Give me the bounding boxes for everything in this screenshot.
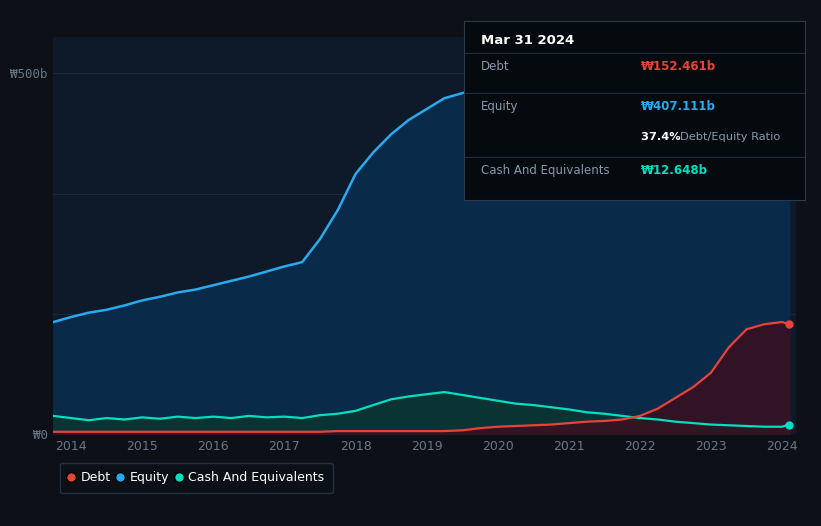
Text: Debt/Equity Ratio: Debt/Equity Ratio (681, 132, 781, 142)
Text: ₩407.111b: ₩407.111b (641, 100, 716, 113)
Text: Equity: Equity (481, 100, 518, 113)
Legend: Debt, Equity, Cash And Equivalents: Debt, Equity, Cash And Equivalents (60, 463, 333, 493)
Text: Debt: Debt (481, 60, 510, 74)
Text: ₩152.461b: ₩152.461b (641, 60, 716, 74)
Text: Mar 31 2024: Mar 31 2024 (481, 34, 574, 47)
Text: 37.4%: 37.4% (641, 132, 685, 142)
Text: ₩12.648b: ₩12.648b (641, 164, 708, 177)
Text: Cash And Equivalents: Cash And Equivalents (481, 164, 609, 177)
